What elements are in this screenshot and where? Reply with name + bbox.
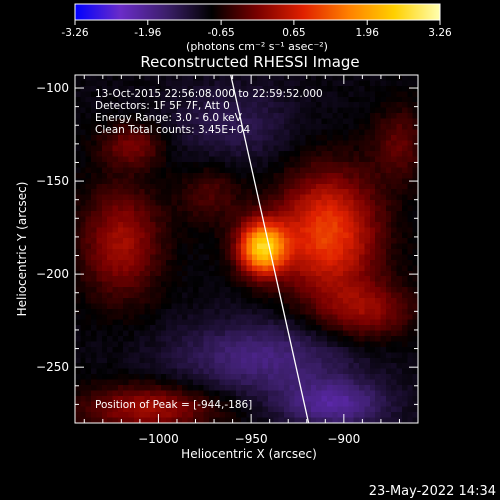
colorbar-tick-label: -0.65 — [208, 27, 235, 39]
annotation-detectors: Detectors: 1F 5F 7F, Att 0 — [95, 100, 230, 112]
colorbar-units-label: (photons cm⁻² s⁻¹ asec⁻²) — [186, 40, 328, 53]
x-axis-label: Heliocentric X (arcsec) — [181, 447, 317, 461]
annotation-time-range: 13-Oct-2015 22:56:08.000 to 22:59:52.000 — [95, 88, 323, 100]
footer-date: 23-May-2022 14:34 — [369, 484, 496, 499]
colorbar-gradient — [74, 3, 441, 21]
peak-position-label: Position of Peak = [-944,-186] — [95, 399, 252, 411]
x-tick-label: −1000 — [138, 432, 179, 446]
x-tick-label: −900 — [327, 432, 360, 446]
y-axis-label: Heliocentric Y (arcsec) — [15, 182, 29, 317]
annotation-energy-range: Energy Range: 3.0 - 6.0 keV — [95, 112, 243, 124]
y-tick-label: −250 — [36, 360, 69, 374]
colorbar-tick-label: 0.65 — [282, 27, 305, 39]
limb-line — [230, 75, 310, 423]
plot-frame — [74, 74, 419, 424]
axis-ticks: −1000 −950 −900 −100 −150 −200 −250 — [36, 75, 419, 446]
y-tick-label: −150 — [36, 174, 69, 188]
colorbar: -3.26 -1.96 -0.65 0.65 1.96 3.26 (photons cm⁻… — [61, 3, 452, 53]
colorbar-tick-label: -3.26 — [61, 27, 88, 39]
colorbar-tick-label: -1.96 — [134, 27, 161, 39]
colorbar-tick-label: 3.26 — [428, 27, 452, 39]
plot-title: Reconstructed RHESSI Image — [140, 53, 359, 71]
x-tick-label: −950 — [235, 432, 268, 446]
heatmap-image — [75, 75, 418, 423]
y-tick-label: −100 — [36, 81, 69, 95]
annotations: 13-Oct-2015 22:56:08.000 to 22:59:52.000… — [95, 88, 323, 411]
colorbar-tick-label: 1.96 — [356, 27, 380, 39]
y-tick-label: −200 — [36, 267, 69, 281]
annotation-clean-counts: Clean Total counts: 3.45E+04 — [95, 124, 250, 136]
colorbar-ticks: -3.26 -1.96 -0.65 0.65 1.96 3.26 — [61, 20, 452, 39]
